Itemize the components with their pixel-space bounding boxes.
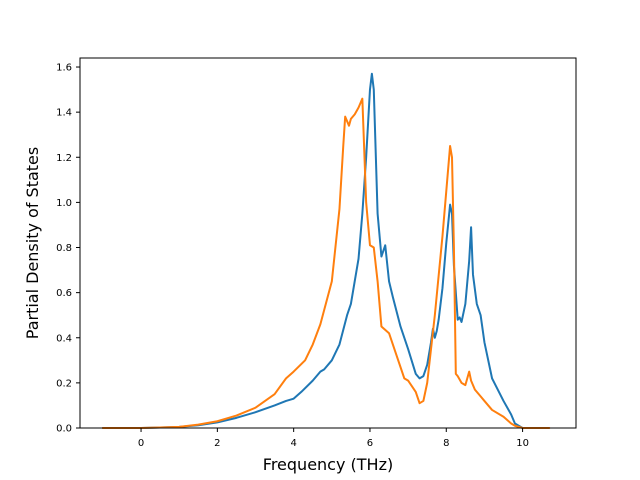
y-tick-label: 1.2 bbox=[56, 153, 72, 164]
y-ticks: 0.0 0.2 0.4 0.6 0.8 1.0 1.2 1.4 1.6 bbox=[56, 63, 80, 435]
y-tick-label: 0.8 bbox=[56, 243, 72, 254]
y-tick-label: 0.4 bbox=[56, 333, 72, 344]
y-tick-label: 0.2 bbox=[56, 378, 72, 389]
x-tick-label: 6 bbox=[367, 438, 373, 449]
x-tick-label: 4 bbox=[290, 438, 296, 449]
y-tick-label: 0.0 bbox=[56, 424, 72, 435]
y-tick-label: 1.6 bbox=[56, 63, 72, 74]
x-tick-label: 2 bbox=[214, 438, 220, 449]
x-axis-label: Frequency (THz) bbox=[263, 455, 393, 474]
series-line-1 bbox=[101, 72, 524, 429]
y-axis-label: Partial Density of States bbox=[23, 147, 42, 339]
x-tick-label: 8 bbox=[443, 438, 449, 449]
x-ticks: 0 2 4 6 8 10 bbox=[138, 428, 529, 449]
plot-area bbox=[80, 58, 576, 428]
x-tick-label: 0 bbox=[138, 438, 144, 449]
x-tick-label: 10 bbox=[516, 438, 529, 449]
y-tick-label: 1.4 bbox=[56, 108, 72, 119]
series-layer bbox=[101, 72, 551, 429]
series-line-2 bbox=[101, 97, 551, 429]
y-tick-label: 1.0 bbox=[56, 198, 72, 209]
y-tick-label: 0.6 bbox=[56, 288, 72, 299]
plot-frame bbox=[79, 57, 577, 429]
